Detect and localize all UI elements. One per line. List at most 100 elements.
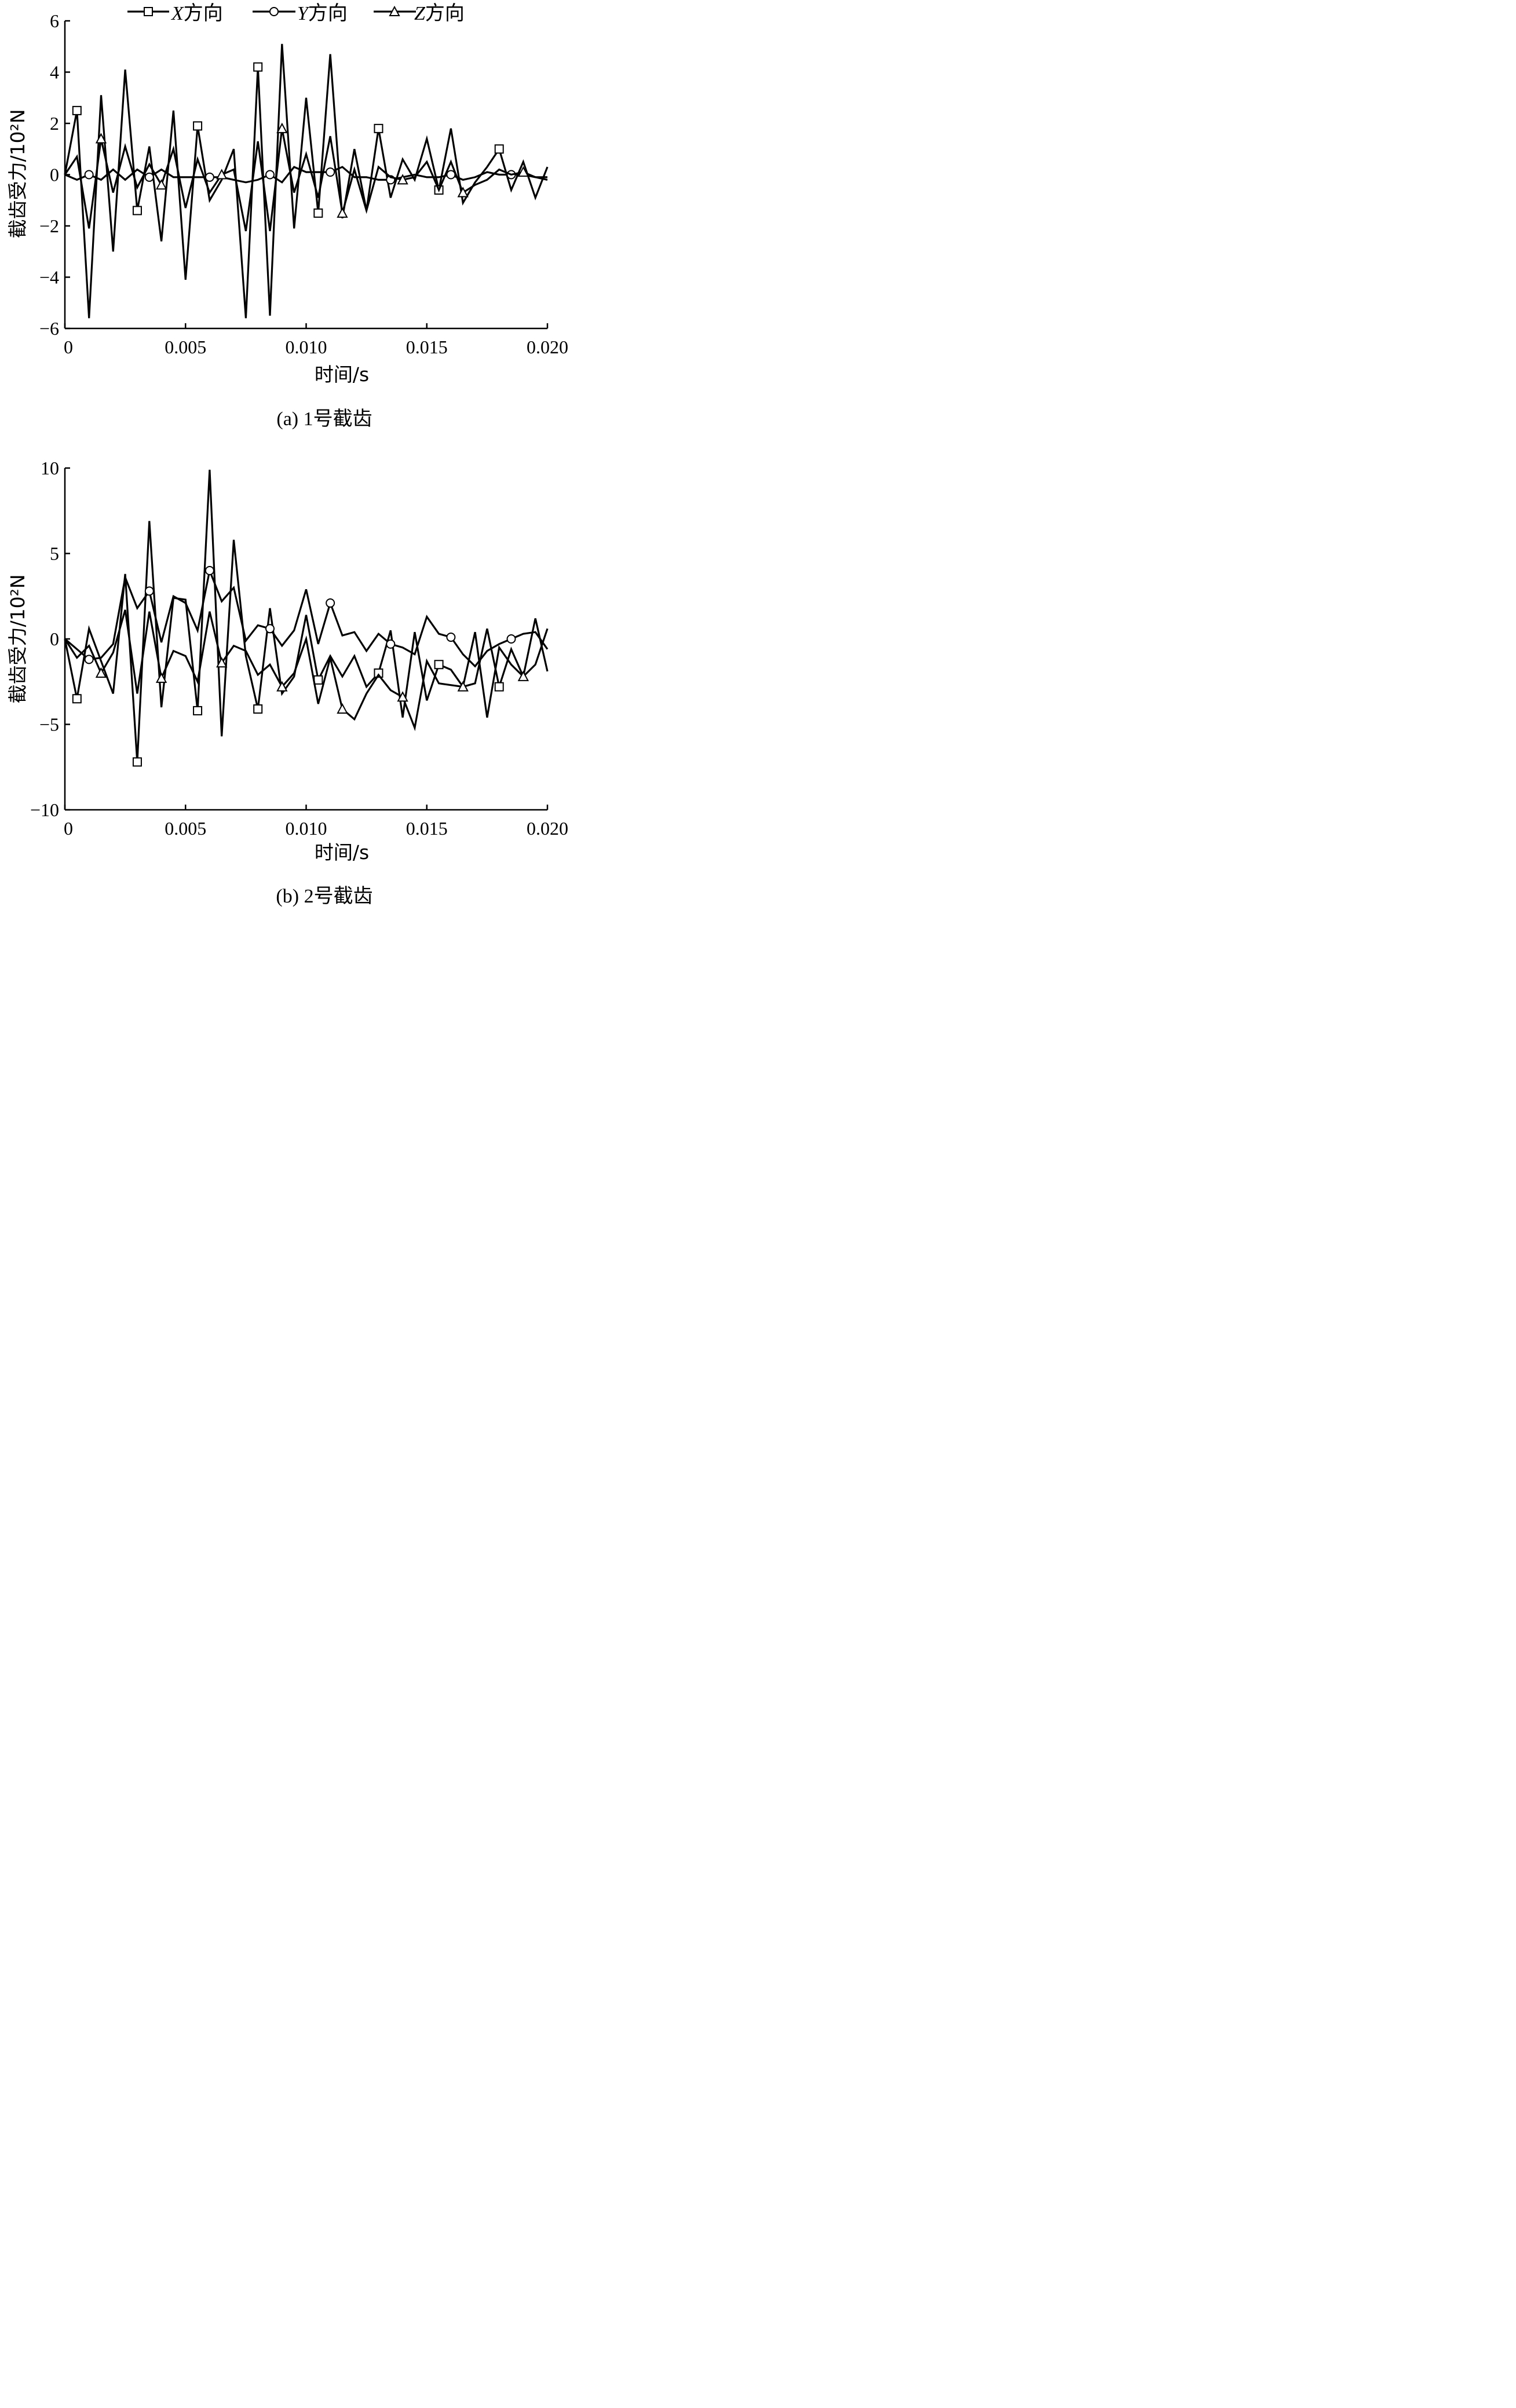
series-z-point [276,681,288,692]
panel-a-series [64,43,549,319]
legend-square-marker [144,7,153,16]
series-x-point [313,675,323,685]
y-tick-label: 4 [50,62,59,83]
series-x-point [253,62,263,72]
y-tick-label: 2 [50,113,59,134]
series-x-point [494,682,504,692]
series-y-line [64,166,547,184]
x-tick-label: 0.005 [165,818,206,839]
series-z-point [95,133,107,144]
legend-entry-y: Y方向 [253,2,348,25]
series-z-point [216,169,228,180]
series-z-point [216,657,228,668]
y-tick-label: 0 [50,165,59,185]
series-x-point [72,105,82,115]
series-z-line [64,609,549,732]
panel-b-axes: −10 −5 0 5 10 0 0.005 0.010 0.015 0.020 [30,458,568,839]
series-y-point [446,170,456,180]
x-tick-label: 0.010 [286,818,327,839]
panel-a-ylabel: 截齿受力/10²N [6,109,29,238]
series-x-point [313,208,323,218]
y-tick-label: 5 [50,543,59,564]
y-tick-label: 0 [50,629,59,649]
series-z-point [155,179,167,190]
legend-triangle-marker [389,5,400,16]
series-y-point [144,586,154,596]
series-z-point [517,670,529,681]
legend-label-y: 方向 [308,2,348,25]
legend-var-y: Y [297,3,310,24]
panel-b-ylabel: 截齿受力/10²N [6,574,29,703]
x-tick-label: 0.020 [527,818,568,839]
panel-b-xlabel: 时间/s [315,841,369,864]
legend-entry-z: Z方向 [374,2,465,25]
legend: X方向 Y方向 Z方向 [127,2,465,25]
series-x-point [193,706,203,715]
x-tick-label: 0 [64,337,73,357]
series-y-point [84,655,94,664]
series-z-line [64,128,548,232]
x-tick-label: 0.010 [286,337,327,357]
series-z-point [155,672,167,683]
y-tick-label: −2 [39,215,59,236]
y-tick-label: −4 [39,267,59,288]
panel-b-caption: (b) 2号截齿 [276,885,372,907]
legend-label-z: 方向 [425,2,465,25]
series-y-point [265,170,275,180]
series-y-point [144,172,154,182]
svg-text:Z方向: Z方向 [414,2,465,25]
series-y-point [326,598,335,608]
y-tick-label: −5 [39,714,59,735]
series-z-point [276,122,288,133]
series-y-point [446,633,456,642]
series-z-point [337,703,348,714]
y-tick-label: −10 [30,799,59,820]
legend-circle-marker [269,7,279,16]
series-z-point [517,166,529,177]
series-x-point [494,144,504,154]
y-tick-label: 10 [41,458,59,478]
panel-a-axes: −6 −4 −2 0 2 4 6 0 0.005 0.010 0.015 0.020 [39,10,568,357]
y-tick-label: −6 [39,318,59,339]
series-y-point [265,624,275,634]
panel-a-xlabel: 时间/s [315,363,369,386]
series-y-point [204,566,214,575]
panel-a-caption: (a) 1号截齿 [276,408,372,430]
x-tick-label: 0.015 [406,337,448,357]
series-x-point [253,704,263,714]
y-tick-label: 6 [50,10,59,31]
svg-text:X方向: X方向 [170,2,223,25]
series-z-point [95,667,107,678]
legend-var-x: X [170,3,184,24]
series-y-point [84,170,94,180]
panel-b: −10 −5 0 5 10 0 0.005 0.010 0.015 0.020 时间/s 截齿受力… [6,458,568,907]
x-tick-label: 0.005 [165,337,206,357]
legend-entry-x: X方向 [127,2,223,25]
series-z-point [457,187,469,198]
legend-var-z: Z [414,3,426,24]
series-y-point [326,167,335,177]
series-x-point [374,123,383,133]
svg-text:Y方向: Y方向 [297,2,348,25]
series-x-line [64,43,549,319]
series-x-point [434,660,444,670]
series-x-point [132,757,142,767]
series-y-point [386,639,396,649]
series-y-point [204,172,214,182]
series-x-point [72,694,82,704]
series-z-point [457,681,469,692]
x-tick-label: 0.020 [527,337,568,357]
series-x-point [132,206,142,215]
series-z-point [397,174,408,185]
series-x-point [374,668,383,678]
panel-b-series [64,469,549,767]
legend-label-x: 方向 [184,2,223,25]
series-x-point [193,121,203,131]
panel-a: −6 −4 −2 0 2 4 6 0 0.005 0.010 0.015 0.020 时间/s 截齿受… [6,10,568,430]
series-z-point [337,207,348,218]
series-z-point [397,691,408,702]
series-x-line [64,469,549,762]
series-y-line [64,567,549,668]
x-tick-label: 0.015 [406,818,448,839]
